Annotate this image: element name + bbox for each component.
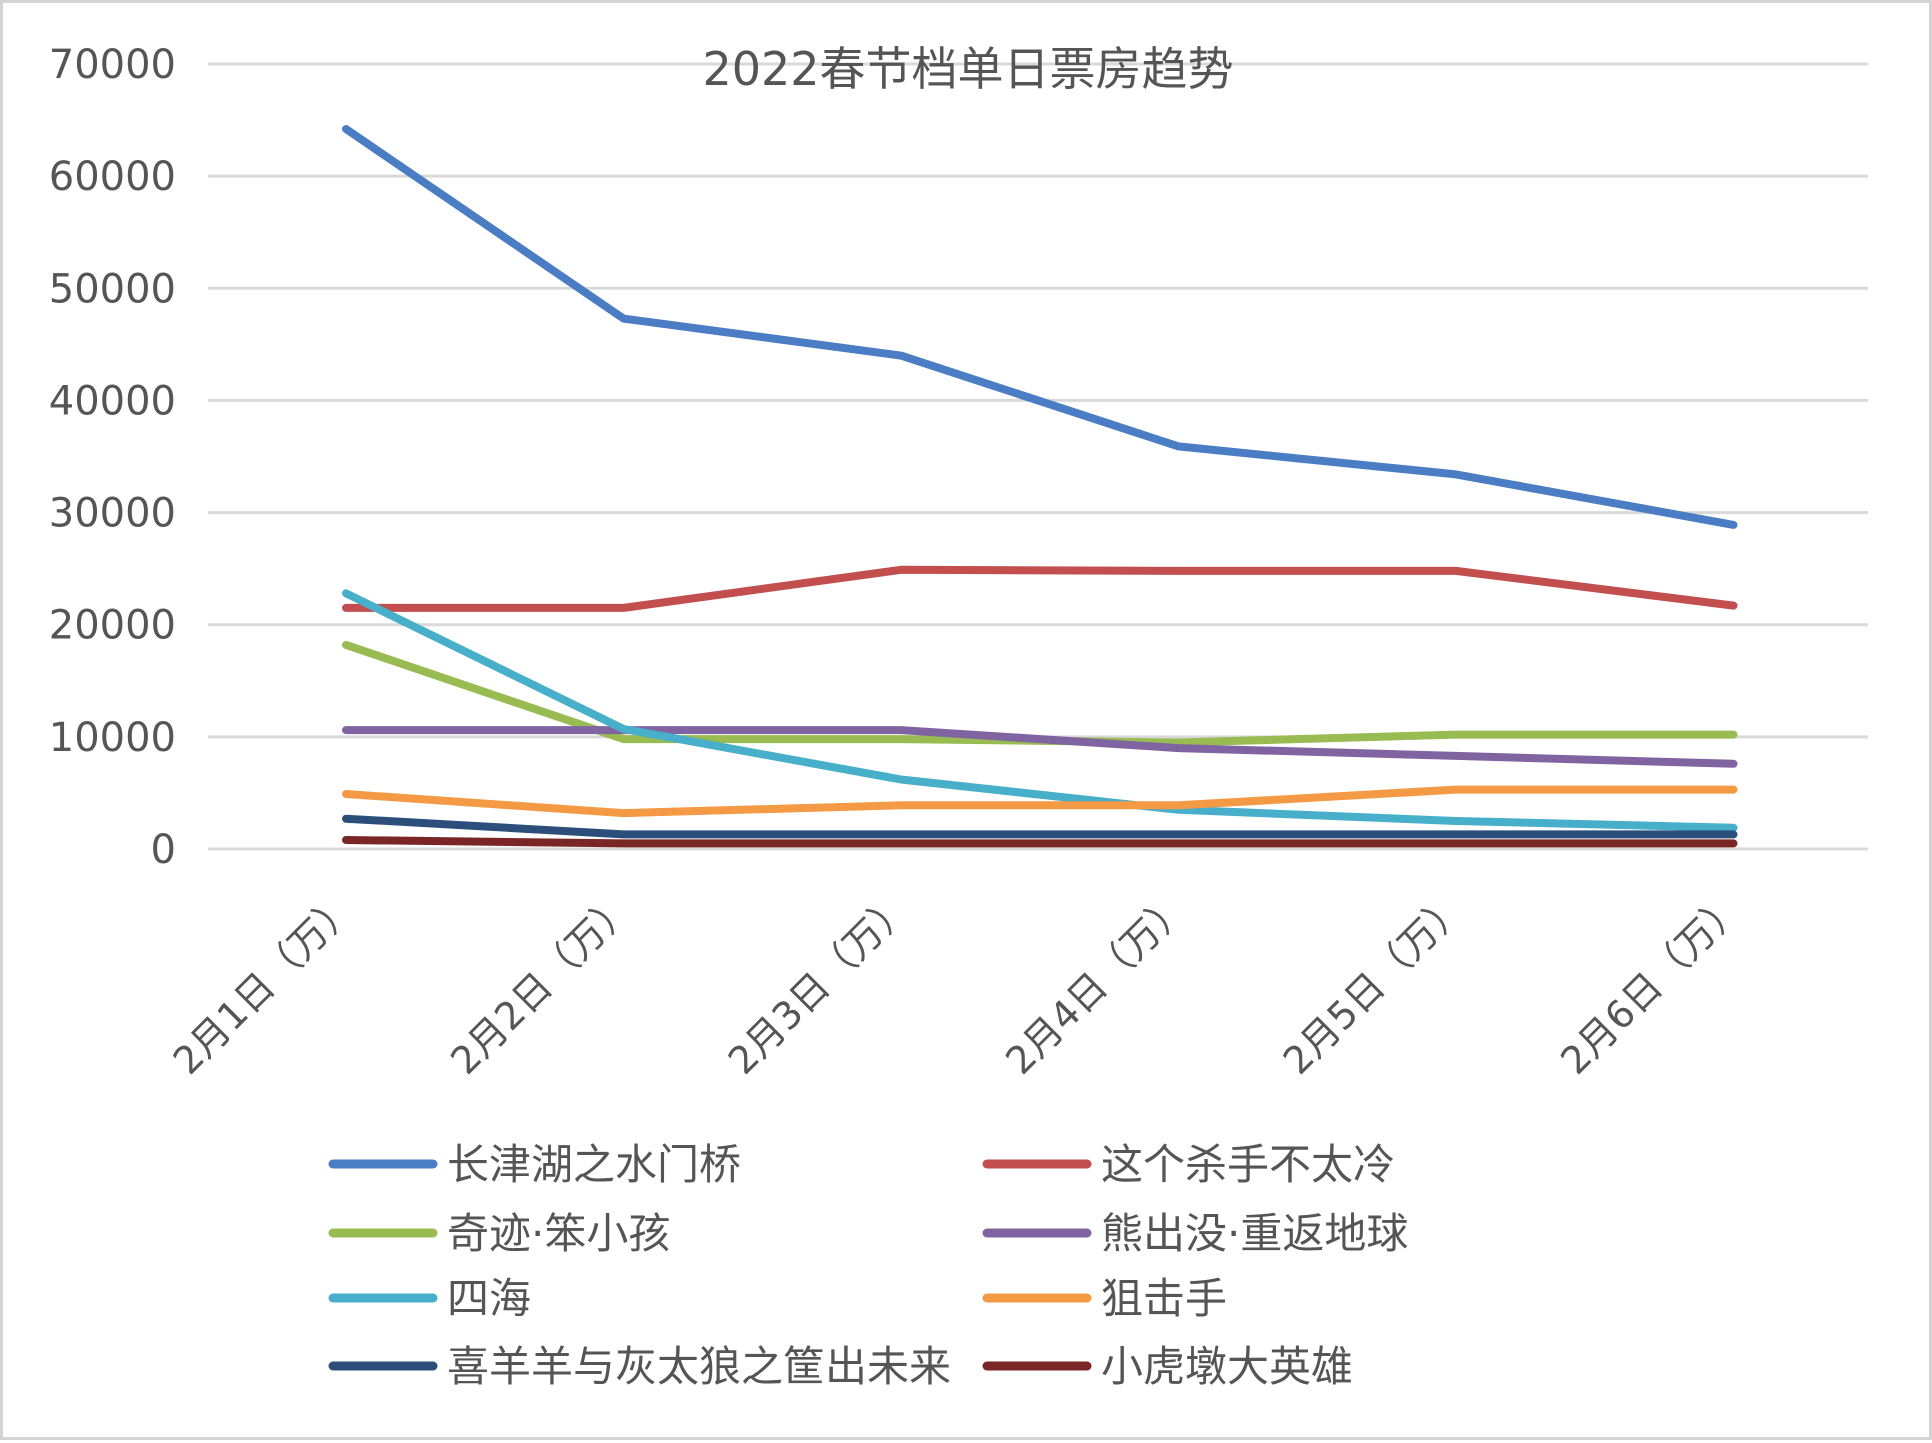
legend-label-0: 长津湖之水门桥 (447, 1140, 741, 1189)
legend-label-7: 小虎墩大英雄 (1101, 1342, 1353, 1391)
legend-label-3: 熊出没·重返地球 (1101, 1209, 1408, 1258)
x-tick-label: 2月5日（万） (1275, 883, 1475, 1083)
legend-label-2: 奇迹·笨小孩 (447, 1209, 670, 1258)
legend-label-5: 狙击手 (1101, 1274, 1227, 1323)
x-axis-ticks: 2月1日（万） 2月2日（万） 2月3日（万） 2月4日（万） 2月5日（万） 2月6日（… (165, 883, 1752, 1083)
y-tick-label: 40000 (49, 378, 176, 424)
series-line-5 (342, 785, 1738, 818)
series-line-7 (342, 836, 1738, 848)
line-chart: 0 10000 20000 30000 40000 50000 60000 70000 202… (49, 42, 1868, 1391)
y-tick-label: 70000 (49, 42, 176, 88)
legend-label-6: 喜羊羊与灰太狼之筐出未来 (447, 1342, 951, 1391)
legend-label-1: 这个杀手不太冷 (1101, 1140, 1395, 1189)
y-tick-label: 20000 (49, 603, 176, 649)
y-tick-label: 30000 (49, 491, 176, 537)
y-axis-ticks: 0 10000 20000 30000 40000 50000 60000 70000 (49, 42, 176, 873)
legend-label-4: 四海 (447, 1274, 531, 1323)
x-tick-label: 2月1日（万） (165, 883, 365, 1083)
series-line-0 (342, 125, 1738, 529)
series-line-6 (342, 814, 1738, 839)
y-tick-label: 10000 (49, 715, 176, 761)
y-tick-label: 50000 (49, 266, 176, 312)
x-tick-label: 2月3日（万） (720, 883, 920, 1083)
chart-title: 2022春节档单日票房趋势 (702, 42, 1233, 96)
x-tick-label: 2月6日（万） (1552, 883, 1752, 1083)
y-tick-label: 60000 (49, 154, 176, 200)
series-lines (342, 125, 1738, 848)
y-tick-label: 0 (151, 827, 176, 873)
series-line-4 (342, 589, 1738, 832)
series-line-1 (342, 565, 1738, 612)
series-line-3 (342, 726, 1738, 768)
x-tick-label: 2月2日（万） (442, 883, 642, 1083)
x-tick-label: 2月4日（万） (997, 883, 1197, 1083)
